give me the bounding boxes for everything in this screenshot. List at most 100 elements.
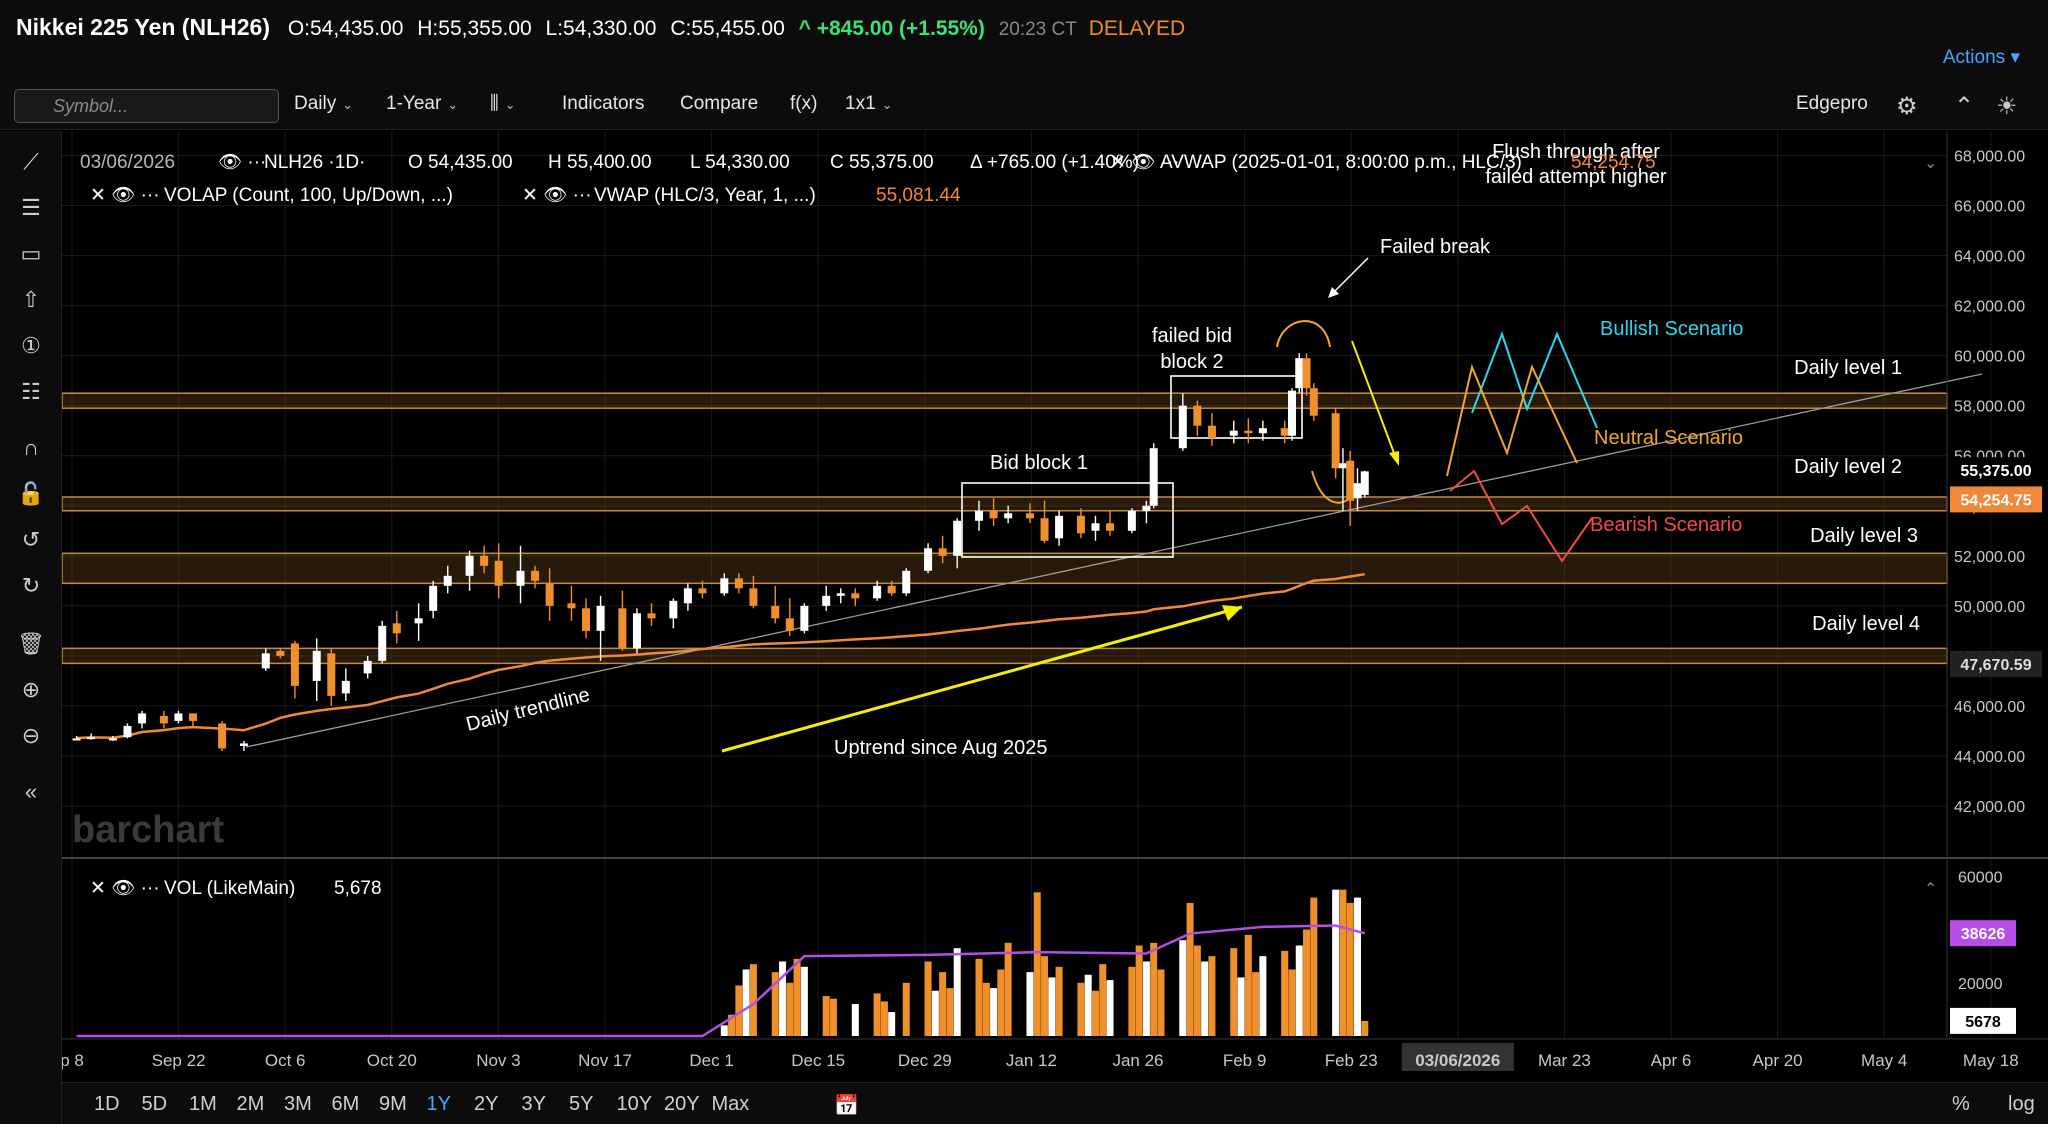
interval-select[interactable]: Daily ⌄	[294, 93, 353, 115]
timeframe-6m[interactable]: 6M	[331, 1093, 360, 1115]
percent-toggle[interactable]: %	[1952, 1093, 1970, 1115]
volume-legend: ✕ 👁 ··· VOL (LikeMain) 5,678 ⌃	[90, 878, 1937, 899]
arrow-up-tool-icon[interactable]: ⇧	[21, 287, 41, 312]
zoom-in-icon[interactable]: ⊕	[21, 677, 41, 702]
vol-close-icon[interactable]: ✕ 👁 ···	[90, 878, 160, 899]
compare-button[interactable]: Compare	[680, 93, 759, 114]
volume-bar	[1004, 942, 1012, 1036]
gear-icon[interactable]: ⚙	[1896, 93, 1918, 120]
avwap-close-icon[interactable]: ✕ 👁 ···	[1110, 152, 1180, 173]
timeframe-2y[interactable]: 2Y	[474, 1093, 499, 1115]
price-tick-label: 50,000.00	[1954, 599, 2025, 616]
volume-bar	[1208, 956, 1216, 1036]
rectangle-tool-icon[interactable]: ▭	[20, 241, 42, 266]
time-axis[interactable]: p 8 Sep 22 Oct 6 Oct 20 Nov 3 Nov 17 Dec 1 Dec …	[62, 1043, 2019, 1071]
collapse-icon[interactable]: ⌃	[1954, 93, 1975, 120]
candle-body	[363, 660, 372, 674]
layout-select[interactable]: 1x1 ⌄	[845, 93, 893, 115]
timeframe-9m[interactable]: 9M	[379, 1093, 407, 1115]
collapse-sidebar-icon[interactable]: «	[24, 779, 38, 804]
number-tool-icon[interactable]: ①	[21, 333, 41, 358]
timeframe-max[interactable]: Max	[711, 1093, 750, 1115]
fib-tool-icon[interactable]: ☰	[21, 195, 41, 220]
volume-bar	[720, 1025, 728, 1036]
range-select[interactable]: 1-Year ⌄	[386, 93, 458, 115]
timeframe-10y[interactable]: 10Y	[616, 1093, 653, 1115]
symbol-input[interactable]	[14, 89, 279, 123]
timeframe-2m[interactable]: 2M	[236, 1093, 265, 1115]
log-toggle[interactable]: log	[2008, 1093, 2035, 1115]
levels-tool-icon[interactable]: ☷	[21, 379, 41, 404]
time-tick-label: Nov 3	[476, 1051, 520, 1070]
volume-bar	[1055, 966, 1063, 1036]
candle-body	[822, 595, 831, 606]
volume-bar	[975, 958, 983, 1036]
account-button[interactable]: Edgepro	[1796, 93, 1868, 114]
candle-body	[924, 548, 933, 571]
volume-average-tag-bg	[1950, 920, 2016, 947]
volume-bar	[829, 998, 837, 1036]
daily-level-4-label: Daily level 4	[1812, 613, 1920, 635]
vwap-close-icon[interactable]: ✕ 👁 ···	[522, 185, 592, 206]
annotation-drawings	[245, 257, 1983, 753]
candle-body	[1331, 413, 1340, 469]
chart-type-select[interactable]: ⫼ ⌄	[490, 93, 516, 115]
price-tick-label: 62,000.00	[1954, 299, 2025, 316]
actions-menu[interactable]: Actions ▾	[1943, 46, 2020, 69]
chevron-up-icon[interactable]: ⌃	[1924, 881, 1937, 898]
timeframe-20y[interactable]: 20Y	[664, 1093, 700, 1115]
volume-bar	[1230, 948, 1238, 1036]
eye-icon[interactable]: 👁 ···	[218, 152, 266, 173]
undo-icon[interactable]: ↺	[21, 527, 41, 552]
candle-body	[771, 605, 780, 619]
time-tick-label: Dec 1	[689, 1051, 733, 1070]
timeframe-1d[interactable]: 1D	[94, 1093, 120, 1115]
chevron-down-icon: ▾	[2010, 47, 2020, 68]
volap-close-icon[interactable]: ✕ 👁 ···	[90, 185, 160, 206]
timeframe-1y[interactable]: 1Y	[426, 1093, 451, 1115]
time-tick-label: Feb 9	[1223, 1051, 1266, 1070]
candle-body	[902, 570, 911, 594]
time-tick-label: Apr 20	[1753, 1051, 1803, 1070]
redo-icon[interactable]: ↻	[21, 573, 41, 598]
indicators-button[interactable]: Indicators	[562, 93, 645, 114]
avwap-label: AVWAP (2025-01-01, 8:00:00 p.m., HLC/3)	[1160, 152, 1522, 173]
volume-bar	[1048, 977, 1056, 1036]
volume-bar	[1295, 945, 1303, 1036]
flush-arrow	[1351, 340, 1398, 462]
calendar-icon[interactable]: 📅	[834, 1095, 859, 1117]
chevron-down-icon: ⌄	[504, 97, 516, 112]
price-tags: 55,375.00 54,254.75 47,670.59 38626 5678	[1950, 457, 2042, 1034]
theme-toggle-icon[interactable]: ☀	[1996, 93, 2018, 120]
timeframe-5d[interactable]: 5D	[141, 1093, 168, 1115]
volume-axis[interactable]: 60000 20000	[1958, 869, 2003, 992]
volume-bar	[800, 966, 808, 1036]
candle-body	[378, 625, 387, 661]
failed-bid-label-line-1: failed bid	[1152, 325, 1232, 347]
chevron-down-icon[interactable]: ⌄	[1924, 155, 1937, 172]
zoom-out-icon[interactable]: ⊖	[21, 723, 41, 748]
volume-bar	[1033, 892, 1041, 1036]
lock-icon[interactable]: 🔓	[17, 481, 45, 506]
high-value: H:55,355.00	[417, 17, 532, 40]
timeframe-3m[interactable]: 3M	[284, 1093, 312, 1115]
trash-icon[interactable]: 🗑	[17, 631, 45, 656]
timeframe-3y[interactable]: 3Y	[521, 1093, 546, 1115]
price-tick-label: 68,000.00	[1954, 149, 2025, 166]
neutral-path	[1446, 363, 1578, 477]
candle-body	[72, 738, 81, 741]
candle-body	[1338, 463, 1347, 469]
open-value: O:54,435.00	[287, 17, 404, 40]
volume-bar	[749, 964, 757, 1036]
candle-body	[494, 560, 503, 586]
volume-bar	[822, 996, 830, 1036]
volume-bar	[1339, 889, 1347, 1036]
timeframe-5y[interactable]: 5Y	[569, 1093, 594, 1115]
price-chart[interactable]: Flush through after failed attempt highe…	[62, 131, 2048, 1082]
timeframe-1m[interactable]: 1M	[189, 1093, 217, 1115]
line-tool-icon[interactable]: ⟋	[23, 149, 39, 174]
last-price-tag-bg	[1950, 457, 2042, 484]
function-button[interactable]: f(x)	[790, 93, 818, 114]
time-tick-label: 03/06/2026	[1415, 1051, 1500, 1070]
magnet-icon[interactable]: ∩	[23, 435, 39, 460]
